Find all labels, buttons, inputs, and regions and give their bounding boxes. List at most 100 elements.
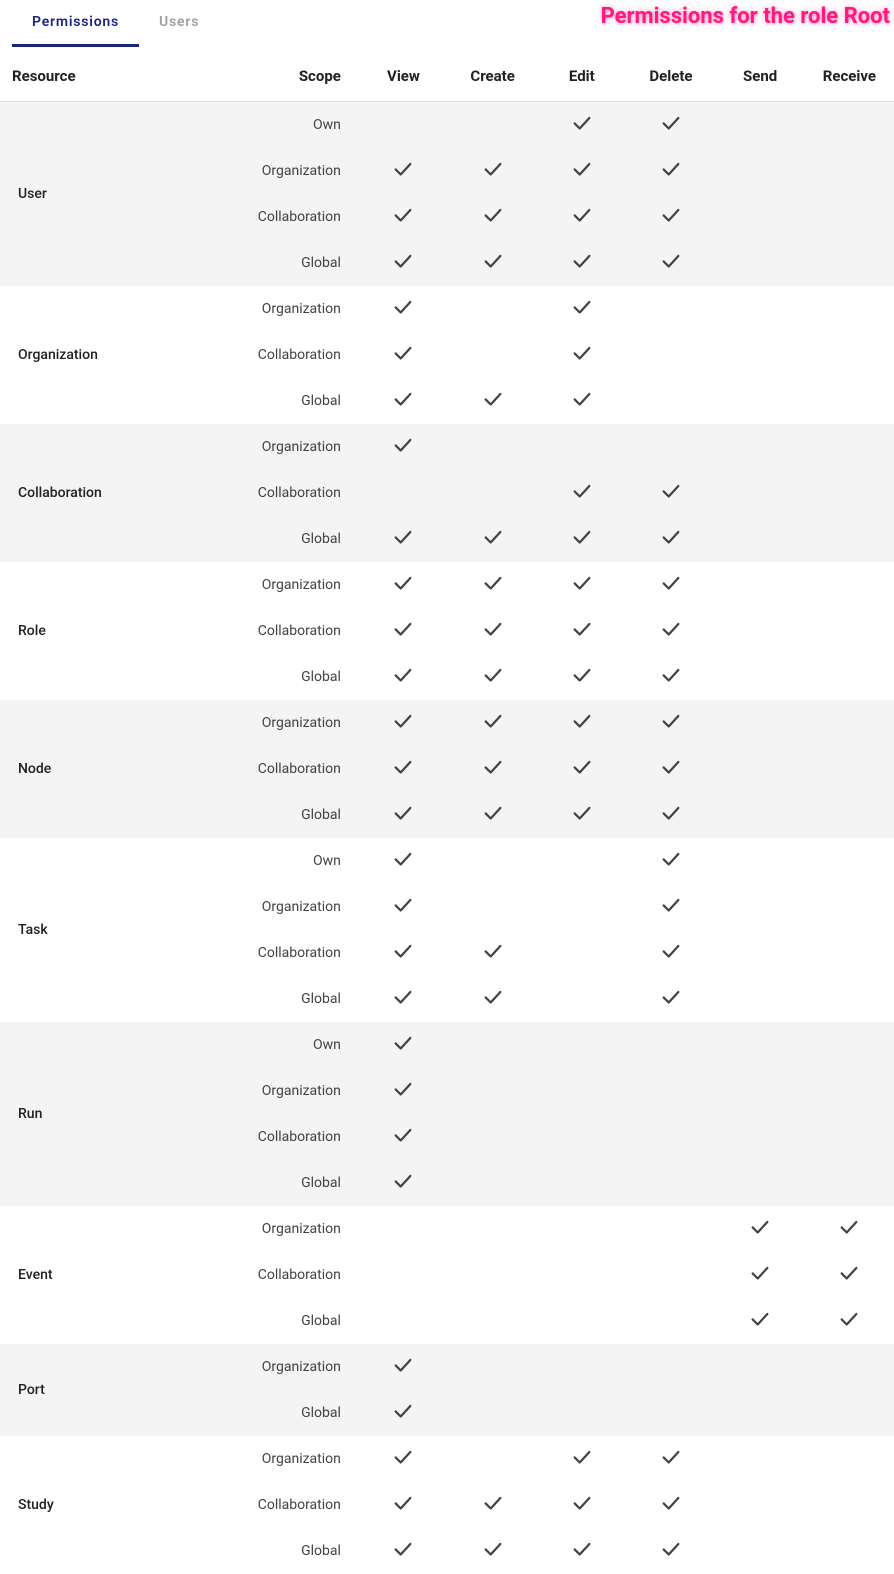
perm-cell — [359, 1160, 448, 1206]
perm-cell — [537, 1160, 626, 1206]
check-icon — [392, 1354, 414, 1376]
perm-cell — [805, 1390, 894, 1436]
perm-cell — [626, 102, 715, 149]
check-icon — [482, 526, 504, 548]
perm-cell — [448, 1206, 537, 1252]
perm-cell — [626, 1206, 715, 1252]
scope-cell: Own — [174, 102, 359, 149]
perm-cell — [805, 378, 894, 424]
perm-cell — [716, 332, 805, 378]
table-row: CollaborationOrganization — [0, 424, 894, 470]
check-icon — [749, 1308, 771, 1330]
perm-cell — [716, 930, 805, 976]
check-icon — [392, 342, 414, 364]
table-header-row: Resource Scope View Create Edit Delete S… — [0, 51, 894, 102]
check-icon — [749, 1216, 771, 1238]
perm-cell — [537, 1206, 626, 1252]
scope-cell: Global — [174, 654, 359, 700]
col-header-scope: Scope — [174, 51, 359, 102]
perm-cell — [359, 1344, 448, 1390]
perm-cell — [716, 1482, 805, 1528]
perm-cell — [626, 608, 715, 654]
perm-cell — [359, 792, 448, 838]
perm-cell — [805, 654, 894, 700]
perm-cell — [359, 654, 448, 700]
perm-cell — [537, 378, 626, 424]
resource-cell: Organization — [0, 286, 174, 424]
scope-cell: Collaboration — [174, 608, 359, 654]
check-icon — [660, 158, 682, 180]
perm-cell — [805, 746, 894, 792]
perm-cell — [626, 1160, 715, 1206]
perm-cell — [448, 838, 537, 884]
check-icon — [571, 112, 593, 134]
col-header-resource: Resource — [0, 51, 174, 102]
perm-cell — [537, 148, 626, 194]
perm-cell — [359, 1022, 448, 1068]
perm-cell — [626, 148, 715, 194]
header: Permissions Users Permissions for the ro… — [0, 0, 894, 47]
check-icon — [660, 1492, 682, 1514]
table-row: StudyOrganization — [0, 1436, 894, 1482]
scope-cell: Global — [174, 1160, 359, 1206]
perm-cell — [805, 792, 894, 838]
check-icon — [392, 1538, 414, 1560]
perm-cell — [805, 332, 894, 378]
perm-cell — [805, 930, 894, 976]
perm-cell — [626, 1068, 715, 1114]
perm-cell — [448, 240, 537, 286]
check-icon — [571, 526, 593, 548]
perm-cell — [626, 1114, 715, 1160]
col-header-edit: Edit — [537, 51, 626, 102]
perm-cell — [626, 930, 715, 976]
perm-cell — [626, 378, 715, 424]
resource-cell: Node — [0, 700, 174, 838]
perm-cell — [716, 240, 805, 286]
perm-cell — [359, 746, 448, 792]
scope-cell: Global — [174, 516, 359, 562]
scope-cell: Collaboration — [174, 1252, 359, 1298]
perm-cell — [359, 1528, 448, 1574]
perm-cell — [448, 884, 537, 930]
check-icon — [571, 618, 593, 640]
check-icon — [571, 756, 593, 778]
perm-cell — [716, 1390, 805, 1436]
scope-cell: Global — [174, 240, 359, 286]
tab-users[interactable]: Users — [139, 0, 219, 47]
perm-cell — [359, 562, 448, 608]
perm-cell — [537, 516, 626, 562]
perm-cell — [716, 654, 805, 700]
scope-cell: Organization — [174, 700, 359, 746]
scope-cell: Organization — [174, 148, 359, 194]
perm-cell — [626, 792, 715, 838]
perm-cell — [537, 654, 626, 700]
perm-cell — [537, 1482, 626, 1528]
perm-cell — [537, 1436, 626, 1482]
resource-cell: User — [0, 102, 174, 287]
tab-permissions[interactable]: Permissions — [12, 0, 139, 47]
scope-cell: Collaboration — [174, 1482, 359, 1528]
perm-cell — [716, 470, 805, 516]
page-title: Permissions for the role Root — [601, 4, 890, 29]
check-icon — [482, 250, 504, 272]
perm-cell — [448, 102, 537, 149]
perm-cell — [626, 1344, 715, 1390]
check-icon — [392, 204, 414, 226]
perm-cell — [626, 286, 715, 332]
perm-cell — [805, 1528, 894, 1574]
perm-cell — [537, 1344, 626, 1390]
perm-cell — [448, 1390, 537, 1436]
scope-cell: Collaboration — [174, 1114, 359, 1160]
resource-cell: Event — [0, 1206, 174, 1344]
perm-cell — [716, 1252, 805, 1298]
perm-cell — [359, 286, 448, 332]
scope-cell: Global — [174, 1528, 359, 1574]
perm-cell — [716, 1344, 805, 1390]
check-icon — [660, 112, 682, 134]
check-icon — [482, 986, 504, 1008]
check-icon — [660, 618, 682, 640]
perm-cell — [448, 1344, 537, 1390]
check-icon — [482, 388, 504, 410]
check-icon — [838, 1216, 860, 1238]
scope-cell: Organization — [174, 1436, 359, 1482]
